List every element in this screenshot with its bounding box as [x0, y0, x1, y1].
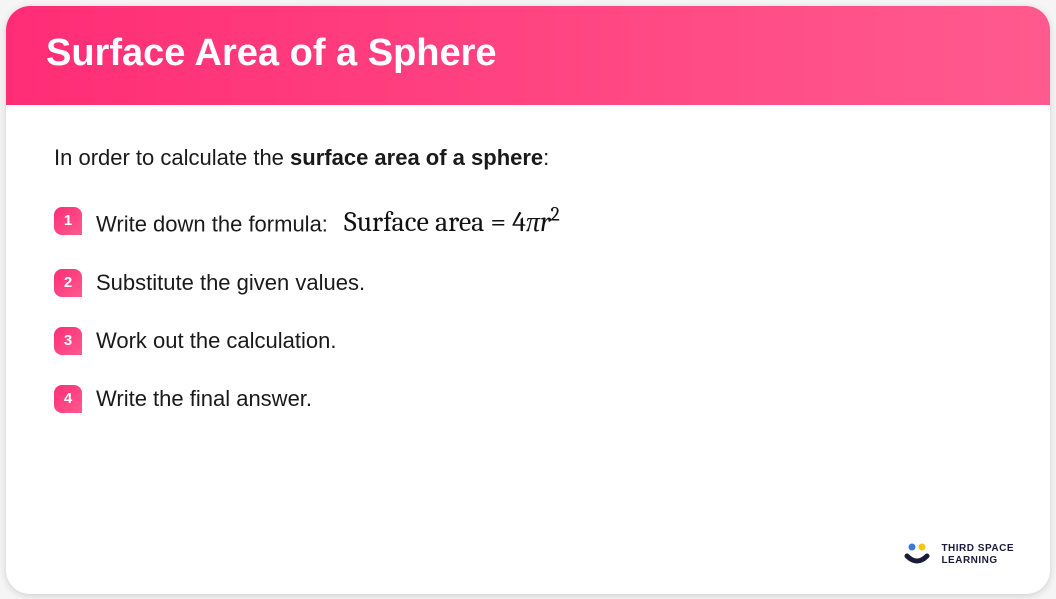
logo-text: THIRD SPACE LEARNING — [941, 543, 1014, 567]
intro-text: In order to calculate the surface area o… — [54, 145, 1002, 171]
formula-var: r — [540, 206, 551, 238]
formula-exp: 2 — [551, 203, 560, 226]
intro-prefix: In order to calculate the — [54, 145, 290, 170]
brand-logo: THIRD SPACE LEARNING — [903, 542, 1014, 568]
logo-line2: LEARNING — [941, 555, 1014, 567]
step-number: 2 — [54, 269, 82, 297]
formula-pi: π — [526, 206, 540, 238]
header-title: Surface Area of a Sphere — [46, 32, 1010, 75]
formula-eq: = 4 — [484, 206, 526, 238]
step-text: Write the final answer. — [96, 386, 312, 412]
step-label: Write down the formula: — [96, 211, 328, 236]
step-number: 4 — [54, 385, 82, 413]
formula-label: Surface area — [344, 206, 484, 238]
step-3: 3 Work out the calculation. — [54, 327, 1002, 355]
formula: Surface area = 4πr2 — [344, 206, 560, 238]
lesson-card: Surface Area of a Sphere In order to cal… — [6, 6, 1050, 594]
step-1: 1 Write down the formula: Surface area =… — [54, 203, 1002, 239]
step-text: Write down the formula: Surface area = 4… — [96, 203, 560, 239]
step-number: 1 — [54, 207, 82, 235]
card-content: In order to calculate the surface area o… — [6, 105, 1050, 463]
step-4: 4 Write the final answer. — [54, 385, 1002, 413]
step-text: Work out the calculation. — [96, 328, 337, 354]
step-number: 3 — [54, 327, 82, 355]
card-header: Surface Area of a Sphere — [6, 6, 1050, 105]
logo-line1: THIRD SPACE — [941, 543, 1014, 555]
logo-icon — [903, 542, 933, 568]
intro-suffix: : — [543, 145, 549, 170]
intro-bold: surface area of a sphere — [290, 145, 543, 170]
step-2: 2 Substitute the given values. — [54, 269, 1002, 297]
step-text: Substitute the given values. — [96, 270, 365, 296]
